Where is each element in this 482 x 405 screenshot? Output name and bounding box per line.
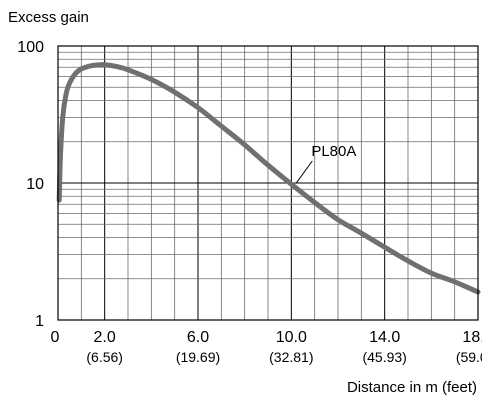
x-tick-label: 10.0	[276, 329, 307, 346]
y-axis-label: Excess gain	[8, 9, 89, 26]
x-tick-sublabel: (59.06)	[456, 349, 482, 365]
x-tick-label: 18.0	[462, 329, 482, 346]
x-axis-label: Distance in m (feet)	[347, 379, 477, 396]
y-tick-label: 10	[26, 176, 44, 193]
x-tick-sublabel: (19.69)	[176, 349, 220, 365]
x-tick-label: 0	[51, 329, 60, 346]
grid	[58, 46, 478, 320]
y-tick-labels: 1 10 100	[17, 39, 44, 330]
x-tick-label: 14.0	[369, 329, 400, 346]
y-tick-label: 100	[17, 39, 44, 56]
x-tick-label: 6.0	[187, 329, 209, 346]
x-tick-sublabel: (45.93)	[362, 349, 406, 365]
y-tick-label: 1	[35, 313, 44, 330]
x-tick-labels: 0 2.0 (6.56) 6.0 (19.69) 10.0 (32.81) 14.0 (45.9…	[51, 329, 482, 365]
series-line-pl80a	[56, 62, 481, 295]
plot-frame	[57, 45, 479, 321]
x-tick-sublabel: (6.56)	[86, 349, 123, 365]
series-label-pl80a: PL80A	[311, 143, 356, 160]
x-tick-label: 2.0	[94, 329, 116, 346]
x-tick-sublabel: (32.81)	[269, 349, 313, 365]
annotation-leader-line	[295, 160, 313, 184]
